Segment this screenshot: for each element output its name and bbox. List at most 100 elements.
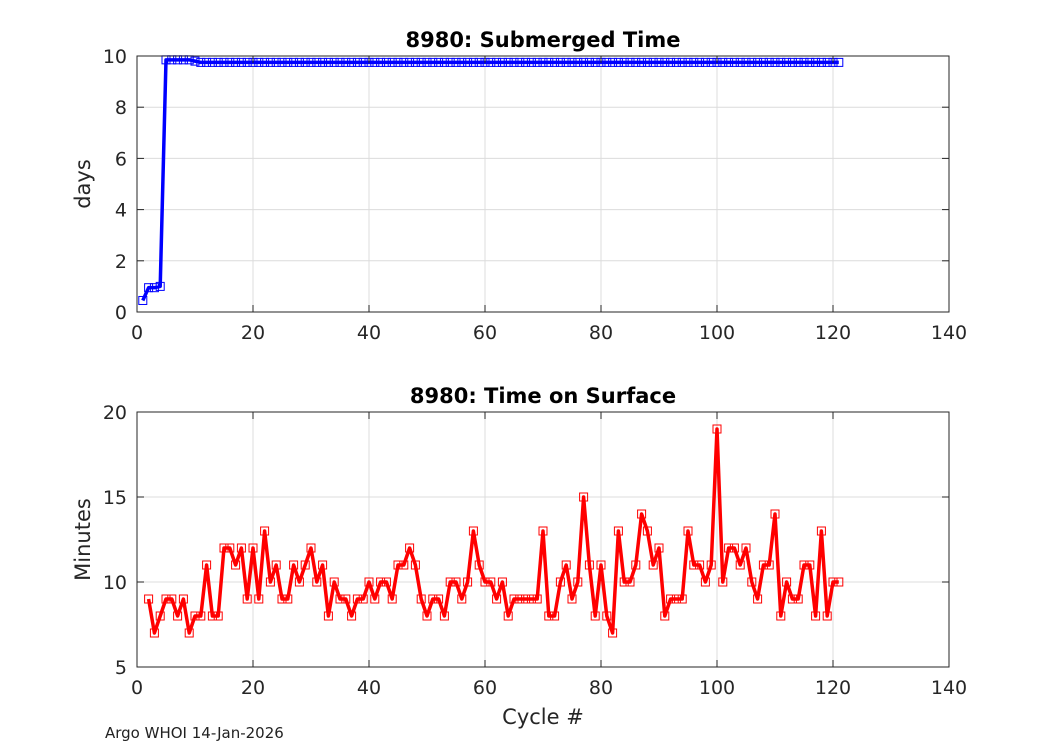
chart2-point-108 [758, 560, 768, 570]
chart1-xtick-label-6: 120 [815, 322, 851, 344]
chart2-point-65 [509, 594, 519, 604]
chart1-point-79 [590, 57, 600, 67]
chart2-point-93 [671, 594, 681, 604]
chart2-point-32 [318, 560, 328, 570]
footer-label: Argo WHOI 14-Jan-2026 [105, 724, 284, 742]
chart2-point-39 [358, 594, 368, 604]
chart2-point-81 [602, 611, 612, 621]
chart1-point-70 [538, 57, 548, 67]
chart2-point-107 [753, 594, 763, 604]
chart1-point-106 [747, 57, 757, 67]
chart1-point-46 [399, 57, 409, 67]
chart2-point-23 [265, 577, 275, 587]
chart1-point-45 [393, 57, 403, 67]
chart2-point-66 [515, 594, 525, 604]
chart2-point-87 [637, 509, 647, 519]
chart2-point-117 [811, 611, 821, 621]
chart2-point-41 [370, 594, 380, 604]
chart1-point-16 [225, 57, 235, 67]
chart2-point-96 [689, 560, 699, 570]
chart2-point-100 [712, 424, 722, 434]
chart2-point-91 [660, 611, 670, 621]
chart2-point-49 [416, 594, 426, 604]
chart2-point-118 [816, 526, 826, 536]
chart2-point-120 [828, 577, 838, 587]
chart1-point-11 [196, 57, 206, 67]
chart1-point-93 [671, 57, 681, 67]
chart1-xtick-label-1: 20 [241, 322, 265, 344]
chart1-point-63 [497, 57, 507, 67]
chart1-point-113 [787, 57, 797, 67]
chart2-point-15 [219, 543, 229, 553]
chart1-plot-area [137, 56, 949, 312]
chart2-point-19 [242, 594, 252, 604]
chart2-point-78 [584, 560, 594, 570]
chart1-point-89 [648, 57, 658, 67]
chart2-point-97 [695, 560, 705, 570]
chart1-point-25 [277, 57, 287, 67]
chart1-point-104 [735, 57, 745, 67]
chart1-point-59 [474, 57, 484, 67]
chart1-point-68 [526, 57, 536, 67]
chart2-point-27 [289, 560, 299, 570]
chart2-point-77 [579, 492, 589, 502]
chart2-xtick-label-2: 40 [357, 677, 381, 699]
chart2-point-63 [497, 577, 507, 587]
chart2-point-116 [805, 560, 815, 570]
chart2-point-89 [648, 560, 658, 570]
chart1-point-86 [631, 57, 641, 67]
chart1-point-54 [445, 57, 455, 67]
chart1-point-102 [724, 57, 734, 67]
chart2-point-98 [700, 577, 710, 587]
chart2-point-18 [236, 543, 246, 553]
chart2-point-20 [248, 543, 258, 553]
chart2-point-14 [213, 611, 223, 621]
chart1-point-43 [381, 57, 391, 67]
chart1-point-76 [573, 57, 583, 67]
chart2-point-26 [283, 594, 293, 604]
chart2-point-99 [706, 560, 716, 570]
chart1-point-73 [555, 57, 565, 67]
chart2-point-106 [747, 577, 757, 587]
chart2-point-54 [445, 577, 455, 587]
chart1-point-50 [422, 57, 432, 67]
chart2-ylabel: Minutes [71, 498, 95, 581]
chart1-point-99 [706, 57, 716, 67]
chart2-point-40 [364, 577, 374, 587]
chart1-point-51 [428, 57, 438, 67]
chart2-point-7 [173, 611, 183, 621]
chart1-point-72 [550, 57, 560, 67]
chart1-point-18 [236, 57, 246, 67]
chart1-point-48 [410, 57, 420, 67]
chart1-point-85 [625, 57, 635, 67]
chart1-point-77 [579, 57, 589, 67]
chart1-ytick-label-1: 2 [115, 251, 127, 273]
chart2-point-112 [782, 577, 792, 587]
chart2-point-82 [608, 628, 618, 638]
chart1-point-92 [666, 57, 676, 67]
chart2-point-62 [492, 594, 502, 604]
chart2-point-57 [463, 577, 473, 587]
chart2-point-35 [335, 594, 345, 604]
chart1-point-81 [602, 57, 612, 67]
chart2-point-73 [555, 577, 565, 587]
chart1-point-56 [457, 57, 467, 67]
chart2-point-71 [544, 611, 554, 621]
chart2-point-47 [405, 543, 415, 553]
chart1-point-33 [323, 57, 333, 67]
chart1-point-64 [503, 57, 513, 67]
chart1-ylabel: days [71, 159, 95, 209]
chart1-point-103 [729, 57, 739, 67]
chart2-xtick-label-5: 100 [699, 677, 735, 699]
chart1-point-12 [202, 57, 212, 67]
chart1-axes-box [136, 55, 950, 313]
chart2-point-37 [347, 611, 357, 621]
chart1-point-13 [207, 57, 217, 67]
chart1-point-116 [805, 57, 815, 67]
chart2-point-90 [654, 543, 664, 553]
chart1-point-62 [492, 57, 502, 67]
chart2-point-111 [776, 611, 786, 621]
chart1-series-line [141, 58, 839, 302]
chart1-xtick-label-4: 80 [589, 322, 613, 344]
chart1-point-37 [347, 57, 357, 67]
